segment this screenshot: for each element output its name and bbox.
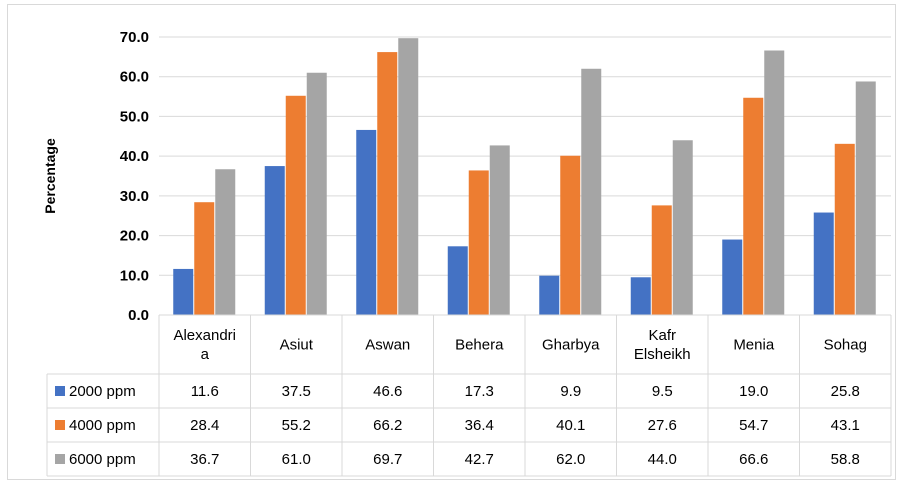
bar-6000-ppm-3 bbox=[489, 145, 510, 315]
data-table-cell: 66.2 bbox=[373, 417, 402, 434]
y-tick-label: 40.0 bbox=[120, 148, 149, 165]
legend-label: 2000 ppm bbox=[69, 383, 136, 400]
data-table-cell: 28.4 bbox=[190, 417, 219, 434]
bar-6000-ppm-5 bbox=[672, 140, 693, 315]
bar-4000-ppm-1 bbox=[285, 95, 306, 315]
data-table-cell: 55.2 bbox=[282, 417, 311, 434]
y-tick-label: 10.0 bbox=[120, 267, 149, 284]
category-label: Kafr bbox=[648, 327, 676, 344]
category-label: Alexandri bbox=[173, 327, 236, 344]
bar-4000-ppm-0 bbox=[194, 202, 215, 315]
legend-label: 4000 ppm bbox=[69, 417, 136, 434]
bar-4000-ppm-6 bbox=[743, 97, 764, 316]
bar-6000-ppm-7 bbox=[855, 81, 876, 315]
bar-4000-ppm-4 bbox=[560, 155, 581, 315]
legend-label: 6000 ppm bbox=[69, 451, 136, 468]
data-table-cell: 61.0 bbox=[282, 451, 311, 468]
data-table-cell: 42.7 bbox=[465, 451, 494, 468]
category-label: Sohag bbox=[824, 337, 867, 354]
bar-6000-ppm-1 bbox=[306, 72, 327, 315]
category-label: Menia bbox=[733, 337, 775, 354]
bar-6000-ppm-6 bbox=[764, 50, 785, 315]
bar-4000-ppm-3 bbox=[468, 170, 489, 315]
bar-4000-ppm-2 bbox=[377, 52, 398, 315]
category-label: Elsheikh bbox=[634, 346, 691, 363]
data-table-cell: 36.4 bbox=[465, 417, 494, 434]
data-table-cell: 37.5 bbox=[282, 383, 311, 400]
data-table-cell: 44.0 bbox=[648, 451, 677, 468]
data-table-cell: 54.7 bbox=[739, 417, 768, 434]
data-table-cell: 9.5 bbox=[652, 383, 673, 400]
data-table-cell: 58.8 bbox=[831, 451, 860, 468]
bar-2000-ppm-7 bbox=[813, 212, 834, 315]
legend-swatch-4000-ppm bbox=[55, 420, 65, 430]
data-table-cell: 25.8 bbox=[831, 383, 860, 400]
y-axis-title: Percentage bbox=[42, 138, 58, 214]
data-table-cell: 69.7 bbox=[373, 451, 402, 468]
y-tick-label: 60.0 bbox=[120, 69, 149, 86]
category-label: Asiut bbox=[280, 337, 314, 354]
bar-6000-ppm-4 bbox=[581, 68, 602, 315]
legend-swatch-2000-ppm bbox=[55, 386, 65, 396]
chart-frame: 0.0 10.0 20.0 30.0 40.0 50.0 60.0 70.0 Percentag… bbox=[7, 4, 896, 480]
data-table-cell: 9.9 bbox=[560, 383, 581, 400]
data-table-cell: 40.1 bbox=[556, 417, 585, 434]
data-table-cell: 11.6 bbox=[191, 383, 219, 400]
bar-6000-ppm-2 bbox=[398, 38, 419, 315]
bar-6000-ppm-0 bbox=[215, 169, 236, 315]
category-label: a bbox=[201, 346, 210, 363]
category-label: Behera bbox=[455, 337, 504, 354]
y-tick-label: 50.0 bbox=[120, 108, 149, 125]
data-table-cell: 46.6 bbox=[373, 383, 402, 400]
data-table-cell: 43.1 bbox=[831, 417, 860, 434]
bar-4000-ppm-5 bbox=[651, 205, 672, 315]
data-table-cell: 17.3 bbox=[465, 383, 494, 400]
y-tick-label: 0.0 bbox=[128, 307, 149, 324]
data-table-cell: 19.0 bbox=[739, 383, 768, 400]
bar-2000-ppm-1 bbox=[264, 166, 285, 315]
data-table-cell: 62.0 bbox=[556, 451, 585, 468]
data-table-cell: 27.6 bbox=[648, 417, 677, 434]
y-tick-label: 20.0 bbox=[120, 228, 149, 245]
bar-4000-ppm-7 bbox=[834, 143, 855, 315]
bar-2000-ppm-0 bbox=[173, 268, 194, 315]
bar-2000-ppm-5 bbox=[630, 277, 651, 315]
bar-2000-ppm-2 bbox=[356, 129, 377, 315]
data-table-cell: 36.7 bbox=[190, 451, 219, 468]
category-label: Gharbya bbox=[542, 337, 600, 354]
bar-2000-ppm-3 bbox=[447, 246, 468, 315]
bar-2000-ppm-6 bbox=[722, 239, 743, 315]
bar-2000-ppm-4 bbox=[539, 275, 560, 315]
y-tick-label: 30.0 bbox=[120, 188, 149, 205]
category-label: Aswan bbox=[365, 337, 410, 354]
y-tick-label: 70.0 bbox=[120, 29, 149, 46]
bar-chart-with-data-table: 0.0 10.0 20.0 30.0 40.0 50.0 60.0 70.0 Percentag… bbox=[42, 29, 892, 477]
legend-swatch-6000-ppm bbox=[55, 454, 65, 464]
data-table-cell: 66.6 bbox=[739, 451, 768, 468]
